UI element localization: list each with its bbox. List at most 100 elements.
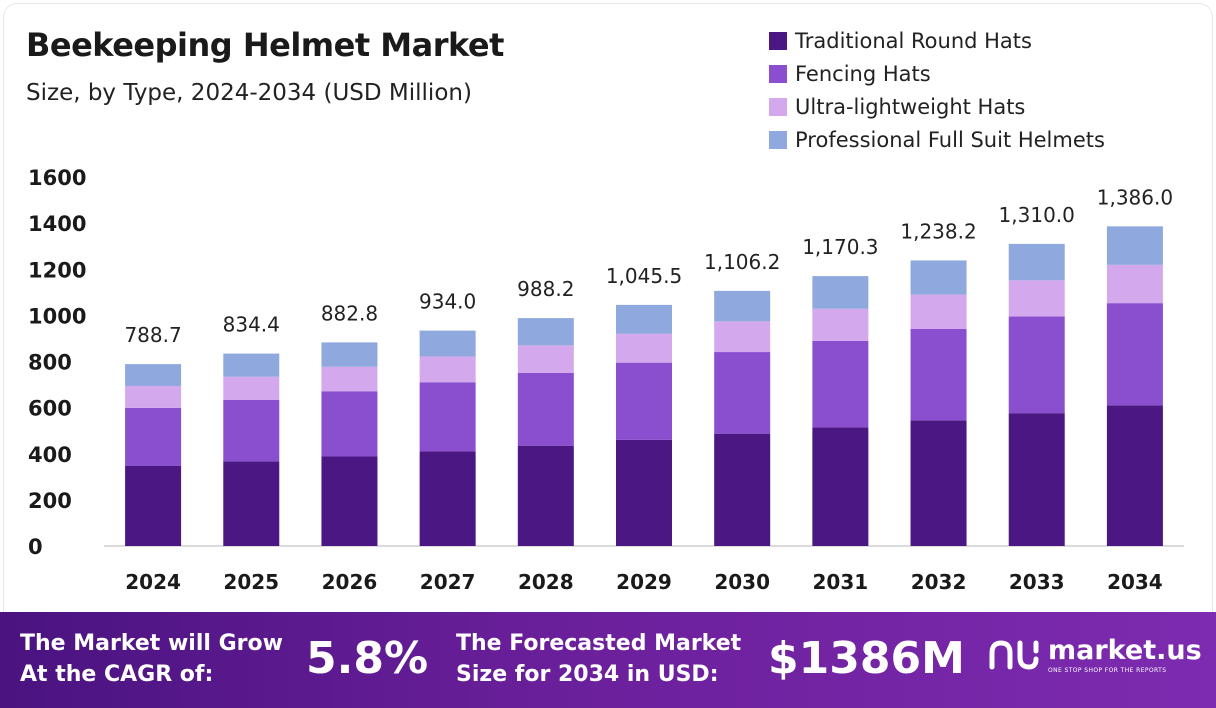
x-tick-label: 2031 xyxy=(813,570,869,594)
bar-segment xyxy=(517,345,574,373)
legend-swatch xyxy=(769,64,787,83)
bar-segment xyxy=(1008,316,1065,414)
bar-total-label: 834.4 xyxy=(223,313,280,337)
bar-segment xyxy=(1106,264,1163,304)
legend-label: Professional Full Suit Helmets xyxy=(795,127,1105,152)
bar-segment xyxy=(616,333,672,363)
forecast-caption-line2: Size for 2034 in USD: xyxy=(456,662,719,687)
chart-subtitle: Size, by Type, 2024-2034 (USD Million) xyxy=(26,80,472,106)
bar-segment xyxy=(1008,413,1065,546)
bar-segment xyxy=(1106,226,1163,265)
bar-segment xyxy=(616,439,672,546)
market-us-logo-icon xyxy=(989,640,1039,670)
bar-total-label: 882.8 xyxy=(321,301,378,325)
y-tick-label: 600 xyxy=(28,397,72,421)
bar-segment xyxy=(714,290,771,322)
bar-segment xyxy=(419,356,476,383)
bar-segment xyxy=(517,372,574,446)
bar-total-label: 934.0 xyxy=(419,290,476,314)
bar-segment xyxy=(223,376,280,400)
chart-frame: Beekeeping Helmet Market Size, by Type, … xyxy=(3,3,1213,705)
x-tick-label: 2029 xyxy=(616,570,672,594)
y-tick-label: 400 xyxy=(28,443,72,467)
bar-segment xyxy=(223,399,280,462)
y-tick-label: 1000 xyxy=(28,304,86,328)
bar-segment xyxy=(223,461,280,546)
chart-title: Beekeeping Helmet Market xyxy=(26,26,504,64)
bar-segment xyxy=(812,427,869,546)
bar-segment xyxy=(125,364,182,386)
bar-segment xyxy=(517,445,574,546)
bar-segment xyxy=(714,321,771,353)
bar-segment xyxy=(616,362,672,440)
bar-segment xyxy=(1106,303,1163,406)
bar-segment xyxy=(321,366,378,392)
bar-total-label: 1,045.5 xyxy=(606,264,682,288)
legend-item: Professional Full Suit Helmets xyxy=(769,123,1105,156)
bar-segment xyxy=(910,260,967,295)
bar-segment xyxy=(321,342,378,367)
forecast-caption: The Forecasted Market Size for 2034 in U… xyxy=(456,628,741,690)
legend-item: Ultra-lightweight Hats xyxy=(769,90,1105,123)
cagr-caption-line2: At the CAGR of: xyxy=(20,662,214,687)
bar-segment xyxy=(1008,243,1065,281)
bar-segment xyxy=(714,433,771,546)
stacked-bar-chart: 0 200 400 600 800 1000 1200 1400 1600 788.7 2024 83… xyxy=(28,166,1184,594)
brand-tagline: ONE STOP SHOP FOR THE REPORTS xyxy=(1048,667,1167,674)
x-tick-label: 2030 xyxy=(714,570,770,594)
legend-swatch xyxy=(769,130,787,149)
bar-total-label: 1,170.3 xyxy=(802,235,878,259)
cagr-caption: The Market will Grow At the CAGR of: xyxy=(20,628,283,690)
bar-total-label: 788.7 xyxy=(124,323,181,347)
x-tick-label: 2033 xyxy=(1009,570,1065,594)
bar-segment xyxy=(616,304,672,334)
legend-label: Traditional Round Hats xyxy=(795,28,1032,53)
bar-segment xyxy=(125,407,182,466)
legend-item: Fencing Hats xyxy=(769,57,1105,90)
market-us-logo: market.us ONE STOP SHOP FOR THE REPORTS xyxy=(986,635,1202,675)
bar-segment xyxy=(321,456,378,546)
x-tick-label: 2025 xyxy=(223,570,279,594)
bar-segment xyxy=(910,328,967,421)
bar-segment xyxy=(910,294,967,329)
y-tick-label: 800 xyxy=(28,351,72,375)
x-tick-label: 2026 xyxy=(322,570,378,594)
x-tick-label: 2027 xyxy=(420,570,476,594)
x-tick-label: 2034 xyxy=(1107,570,1163,594)
legend-label: Ultra-lightweight Hats xyxy=(795,94,1026,119)
bar-segment xyxy=(223,353,280,377)
summary-banner: The Market will Grow At the CAGR of: 5.8… xyxy=(0,612,1216,708)
cagr-value: 5.8% xyxy=(306,633,429,684)
legend-item: Traditional Round Hats xyxy=(769,24,1105,57)
bar-segment xyxy=(812,276,869,309)
bar-segment xyxy=(812,308,869,341)
bar-total-label: 1,386.0 xyxy=(1097,185,1173,209)
bar-segment xyxy=(125,385,182,408)
forecast-caption-line1: The Forecasted Market xyxy=(456,631,742,656)
y-tick-label: 1200 xyxy=(28,258,86,282)
bar-segment xyxy=(714,352,771,434)
x-tick-label: 2028 xyxy=(518,570,574,594)
legend-label: Fencing Hats xyxy=(795,61,931,86)
x-tick-label: 2032 xyxy=(911,570,967,594)
y-tick-label: 200 xyxy=(28,489,72,513)
bar-total-label: 1,238.2 xyxy=(900,219,976,243)
y-tick-label: 1400 xyxy=(28,212,86,236)
bar-segment xyxy=(812,340,869,428)
bar-segment xyxy=(419,330,476,357)
bar-segment xyxy=(419,451,476,546)
y-tick-label: 0 xyxy=(28,535,43,559)
x-tick-label: 2024 xyxy=(125,570,181,594)
legend-swatch xyxy=(769,97,787,116)
bar-segment xyxy=(517,318,574,346)
bar-segment xyxy=(1008,280,1065,317)
bar-segment xyxy=(321,391,378,457)
bar-segment xyxy=(910,420,967,546)
bar-segment xyxy=(419,382,476,452)
brand-name: market.us xyxy=(1048,635,1202,666)
bar-total-label: 1,310.0 xyxy=(999,203,1075,227)
legend-swatch xyxy=(769,31,787,50)
bar-segment xyxy=(1106,405,1163,546)
bar-segment xyxy=(125,465,182,546)
y-tick-label: 1600 xyxy=(28,166,86,190)
